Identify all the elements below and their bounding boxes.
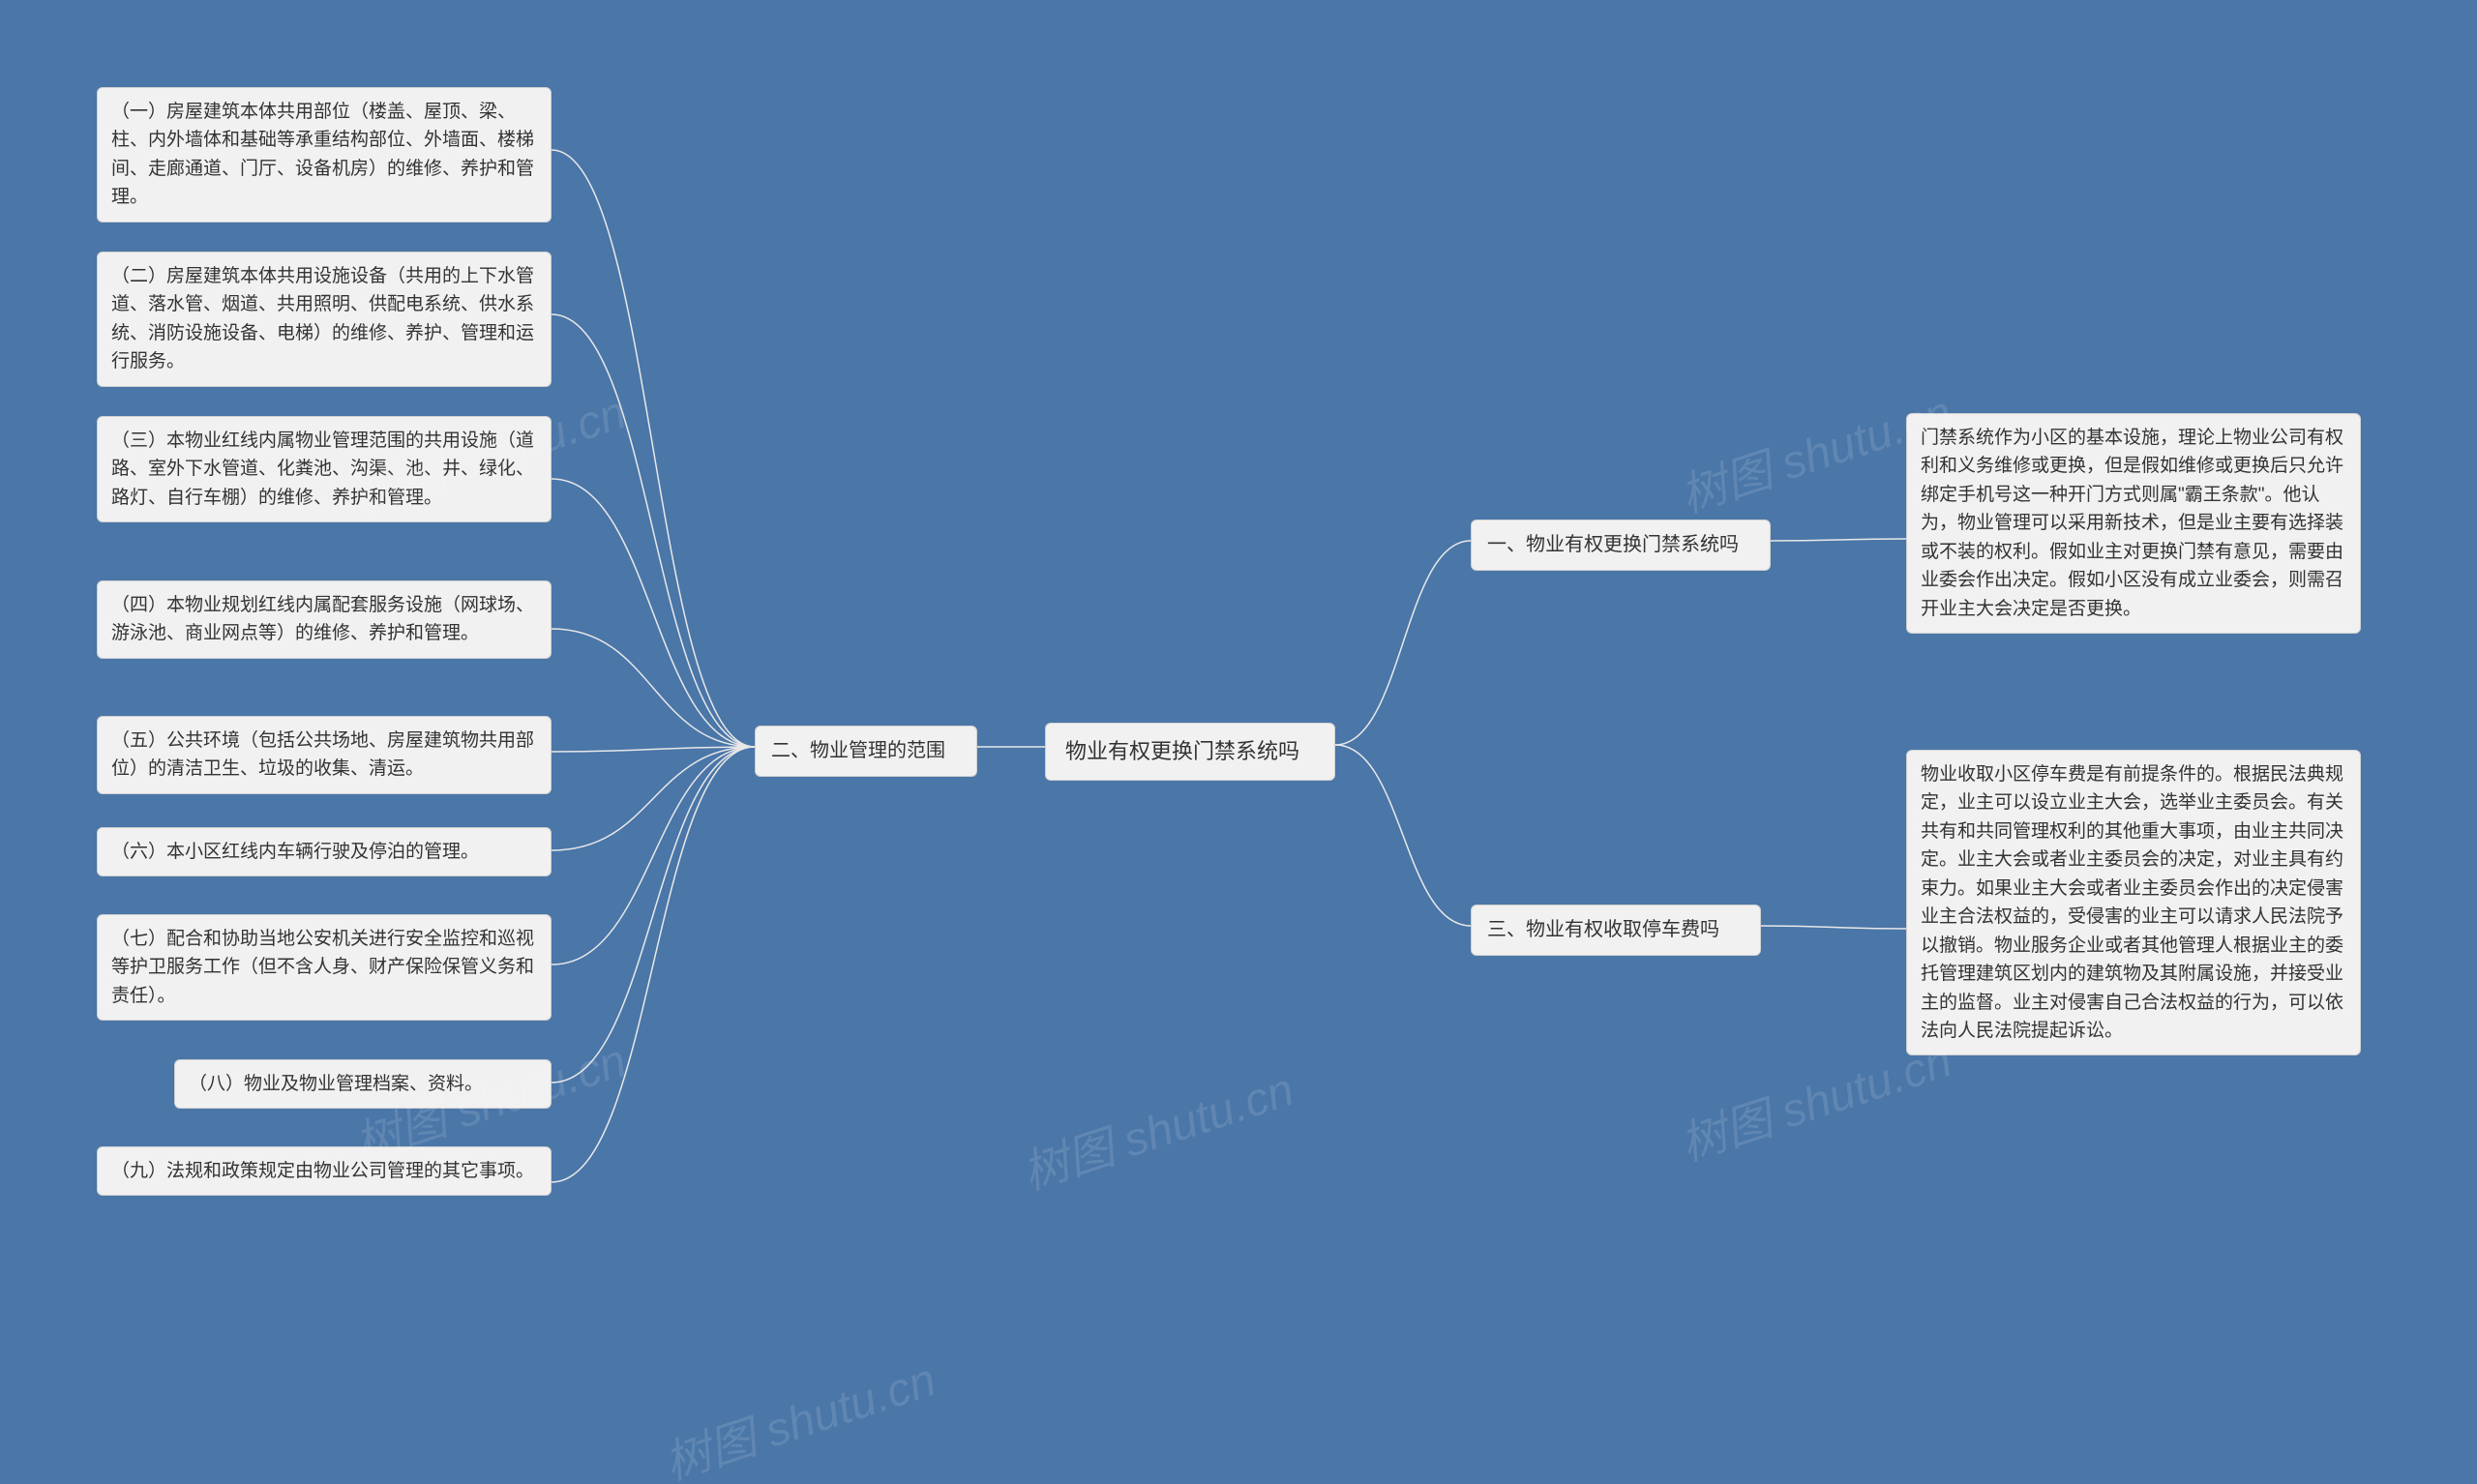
leaf-left-8[interactable]: （八）物业及物业管理档案、资料。 (174, 1059, 552, 1109)
branch-right-1[interactable]: 一、物业有权更换门禁系统吗 (1471, 519, 1771, 571)
leaf-right-1-1[interactable]: 门禁系统作为小区的基本设施，理论上物业公司有权利和义务维修或更换，但是假如维修或… (1906, 413, 2361, 634)
branch-left-2[interactable]: 二、物业管理的范围 (755, 726, 977, 777)
leaf-left-5[interactable]: （五）公共环境（包括公共场地、房屋建筑物共用部位）的清洁卫生、垃圾的收集、清运。 (97, 716, 552, 794)
leaf-left-1[interactable]: （一）房屋建筑本体共用部位（楼盖、屋顶、梁、柱、内外墙体和基础等承重结构部位、外… (97, 87, 552, 223)
leaf-right-3-1[interactable]: 物业收取小区停车费是有前提条件的。根据民法典规定，业主可以设立业主大会，选举业主… (1906, 750, 2361, 1055)
branch-right-3[interactable]: 三、物业有权收取停车费吗 (1471, 905, 1761, 956)
leaf-left-7[interactable]: （七）配合和协助当地公安机关进行安全监控和巡视等护卫服务工作（但不含人身、财产保… (97, 914, 552, 1021)
watermark: 树图 shutu.cn (1012, 1052, 1300, 1202)
leaf-left-2[interactable]: （二）房屋建筑本体共用设施设备（共用的上下水管道、落水管、烟道、共用照明、供配电… (97, 252, 552, 387)
watermark: 树图 shutu.cn (654, 1342, 942, 1484)
leaf-left-6[interactable]: （六）本小区红线内车辆行驶及停泊的管理。 (97, 827, 552, 876)
leaf-left-3[interactable]: （三）本物业红线内属物业管理范围的共用设施（道路、室外下水管道、化粪池、沟渠、池… (97, 416, 552, 522)
root-node[interactable]: 物业有权更换门禁系统吗 (1045, 723, 1335, 781)
leaf-left-9[interactable]: （九）法规和政策规定由物业公司管理的其它事项。 (97, 1146, 552, 1196)
leaf-left-4[interactable]: （四）本物业规划红线内属配套服务设施（网球场、游泳池、商业网点等）的维修、养护和… (97, 580, 552, 659)
